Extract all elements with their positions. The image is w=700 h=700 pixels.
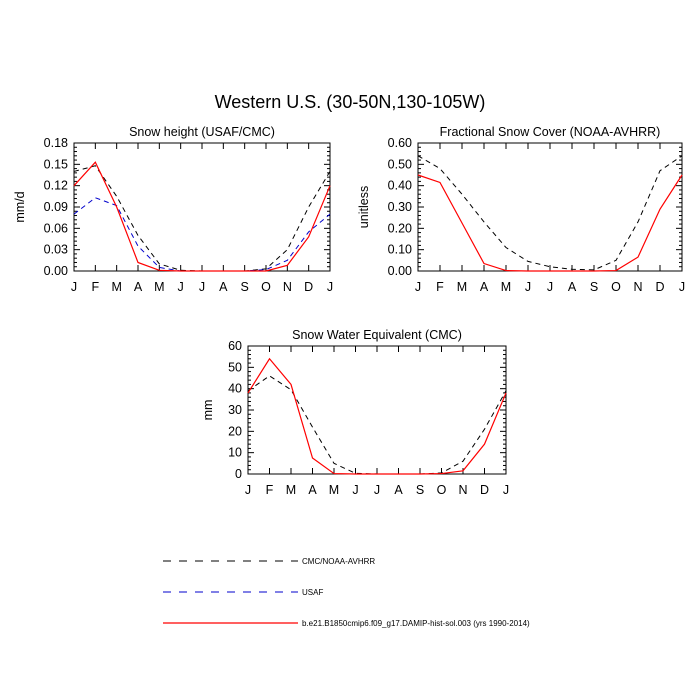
x-tick-label: J [374,483,380,497]
y-tick-label: 0.20 [388,221,412,235]
x-tick-label: O [261,280,271,294]
x-tick-label: D [655,280,664,294]
x-tick-label: M [154,280,164,294]
plot-frame [247,345,507,475]
x-tick-label: J [199,280,205,294]
x-tick-label: A [568,280,577,294]
y-tick-label: 60 [228,339,242,353]
panel-title: Fractional Snow Cover (NOAA-AVHRR) [440,125,661,139]
x-tick-label: J [178,280,184,294]
x-tick-label: M [329,483,339,497]
series-line-2 [417,174,683,272]
x-tick-label: J [71,280,77,294]
x-tick-label: J [547,280,553,294]
x-tick-label: O [437,483,447,497]
x-tick-label: F [436,280,444,294]
panel-title: Snow height (USAF/CMC) [129,125,275,139]
x-tick-label: N [633,280,642,294]
y-tick-label: 0.30 [388,200,412,214]
x-tick-label: N [283,280,292,294]
y-tick-label: 0.06 [44,221,68,235]
legend-label-1: CMC/NOAA-AVHRR [302,557,375,566]
series-line-3 [73,161,331,272]
plot-frame [73,142,331,272]
series-line-2 [247,357,507,475]
series-line-1 [247,375,507,475]
x-tick-label: S [590,280,598,294]
panel-title: Snow Water Equivalent (CMC) [292,328,462,342]
x-tick-label: S [240,280,248,294]
y-tick-label: 0.40 [388,179,412,193]
x-tick-label: J [525,280,531,294]
y-tick-label: 0.15 [44,157,68,171]
x-tick-label: M [111,280,121,294]
x-tick-label: D [304,280,313,294]
x-tick-label: J [415,280,421,294]
chart-panel-2: Fractional Snow Cover (NOAA-AVHRR) unitle… [357,125,685,294]
x-tick-label: A [219,280,228,294]
x-tick-label: J [503,483,509,497]
y-tick-label: 20 [228,424,242,438]
x-tick-label: A [480,280,489,294]
chart-panel-3: Snow Water Equivalent (CMC) mm 0 10 20 30 40 50… [201,328,509,497]
x-tick-label: F [266,483,274,497]
x-tick-label: A [134,280,143,294]
chart-panel-1: Snow height (USAF/CMC) mm/d 0.00 0.03 0.06 0.… [13,125,333,294]
x-tick-label: F [92,280,100,294]
y-tick-label: 30 [228,403,242,417]
x-tick-label: J [245,483,251,497]
x-tick-label: O [611,280,621,294]
x-tick-label: A [308,483,317,497]
x-tick-label: M [501,280,511,294]
y-tick-label: 10 [228,446,242,460]
y-tick-label: 0.50 [388,157,412,171]
y-tick-label: 0.60 [388,136,412,150]
y-tick-label: 0.00 [388,264,412,278]
y-tick-label: 0.12 [44,179,68,193]
y-tick-label: 0.09 [44,200,68,214]
legend-label-2: USAF [302,588,323,597]
y-axis-label: mm/d [13,191,27,222]
y-tick-label: 50 [228,360,242,374]
x-tick-label: J [352,483,358,497]
x-tick-label: D [480,483,489,497]
series-line-1 [417,155,683,271]
y-axis-label: mm [201,400,215,421]
y-tick-label: 0.18 [44,136,68,150]
legend-label-3: b.e21.B1850cmip6.f09_g17.DAMIP-hist-sol.… [302,619,530,628]
x-tick-label: M [457,280,467,294]
y-tick-label: 40 [228,382,242,396]
series-line-2 [73,197,331,272]
x-tick-label: S [416,483,424,497]
y-tick-label: 0.00 [44,264,68,278]
y-tick-label: 0.03 [44,243,68,257]
x-tick-label: N [458,483,467,497]
x-tick-label: J [327,280,333,294]
y-tick-label: 0 [235,467,242,481]
y-axis-label: unitless [357,186,371,228]
x-tick-label: M [286,483,296,497]
chart-panels: Snow height (USAF/CMC) mm/d 0.00 0.03 0.06 0.… [13,125,685,497]
y-tick-label: 0.10 [388,243,412,257]
x-tick-label: J [679,280,685,294]
figure-title: Western U.S. (30-50N,130-105W) [215,92,486,112]
legend: CMC/NOAA-AVHRR USAF b.e21.B1850cmip6.f09_g… [163,557,530,628]
x-tick-label: A [394,483,403,497]
plot-frame [417,142,683,272]
